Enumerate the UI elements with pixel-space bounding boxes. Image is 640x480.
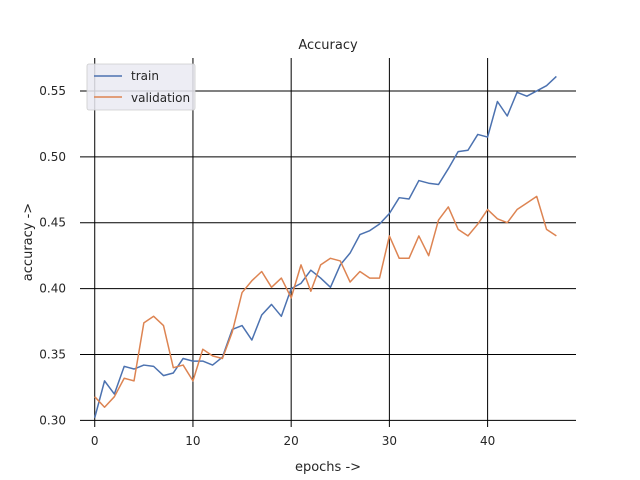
legend-label-train: train	[131, 69, 159, 83]
y-tick-label: 0.35	[39, 348, 66, 362]
series-line-train	[94, 75, 557, 418]
y-tick-label: 0.30	[39, 413, 66, 427]
tick-labels: 0 10 20 30 40 0.30 0.35 0.40 0.45 0.50 0.55	[39, 84, 495, 448]
chart-title: Accuracy	[298, 38, 358, 53]
y-tick-label: 0.50	[39, 150, 66, 164]
plot-lines	[94, 75, 557, 418]
series-line-validation	[94, 195, 557, 408]
grid	[80, 58, 576, 427]
x-tick-label: 10	[185, 434, 200, 448]
y-tick-label: 0.55	[39, 84, 66, 98]
x-tick-label: 20	[284, 434, 299, 448]
x-axis-label: epochs ->	[295, 460, 361, 475]
y-axis-label: accuracy ->	[21, 203, 36, 281]
legend-label-validation: validation	[131, 91, 190, 105]
y-tick-label: 0.40	[39, 282, 66, 296]
x-tick-label: 30	[382, 434, 397, 448]
y-tick-label: 0.45	[39, 216, 66, 230]
x-tick-label: 40	[480, 434, 495, 448]
legend: train validation	[86, 63, 196, 111]
x-tick-label: 0	[91, 434, 99, 448]
